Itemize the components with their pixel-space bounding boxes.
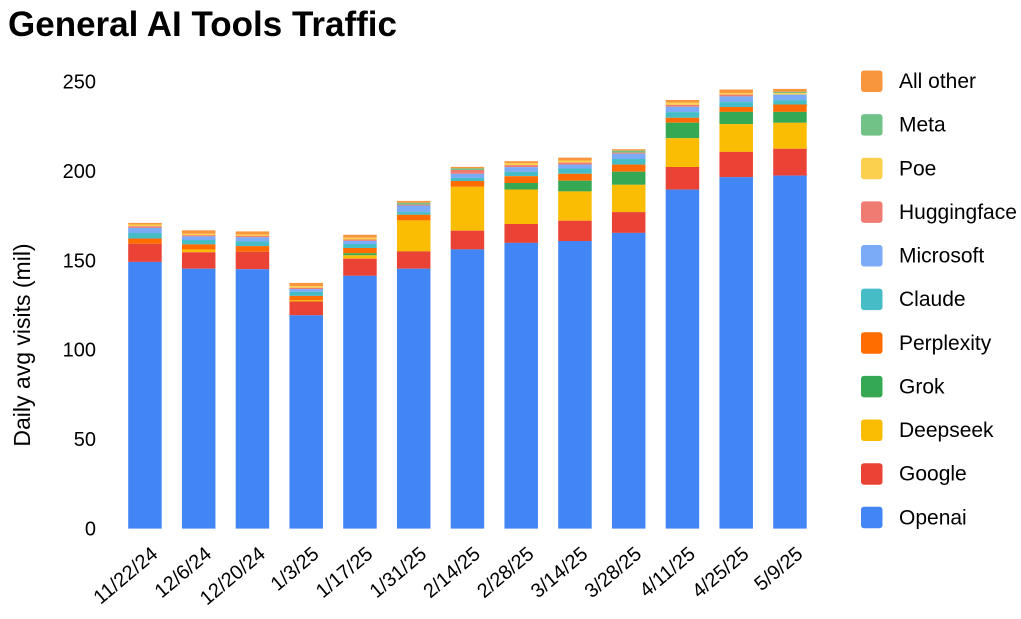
svg-text:150: 150 <box>63 250 96 272</box>
svg-text:Openai: Openai <box>899 506 967 529</box>
svg-text:Deepseek: Deepseek <box>899 419 994 442</box>
svg-text:Claude: Claude <box>899 288 966 311</box>
svg-text:50: 50 <box>74 429 96 451</box>
svg-text:Meta: Meta <box>899 114 946 137</box>
svg-text:Microsoft: Microsoft <box>899 245 984 268</box>
svg-text:All other: All other <box>899 70 976 93</box>
svg-text:100: 100 <box>63 340 96 362</box>
svg-text:Google: Google <box>899 463 967 486</box>
svg-text:Grok: Grok <box>899 375 945 398</box>
svg-text:Poe: Poe <box>899 157 936 180</box>
svg-text:Daily avg visits (mil): Daily avg visits (mil) <box>9 243 35 446</box>
svg-text:Perplexity: Perplexity <box>899 332 992 355</box>
svg-text:200: 200 <box>63 161 96 183</box>
svg-text:0: 0 <box>85 519 96 541</box>
svg-text:General AI Tools Traffic: General AI Tools Traffic <box>8 5 397 44</box>
svg-text:Huggingface: Huggingface <box>899 201 1017 224</box>
svg-text:250: 250 <box>63 71 96 93</box>
